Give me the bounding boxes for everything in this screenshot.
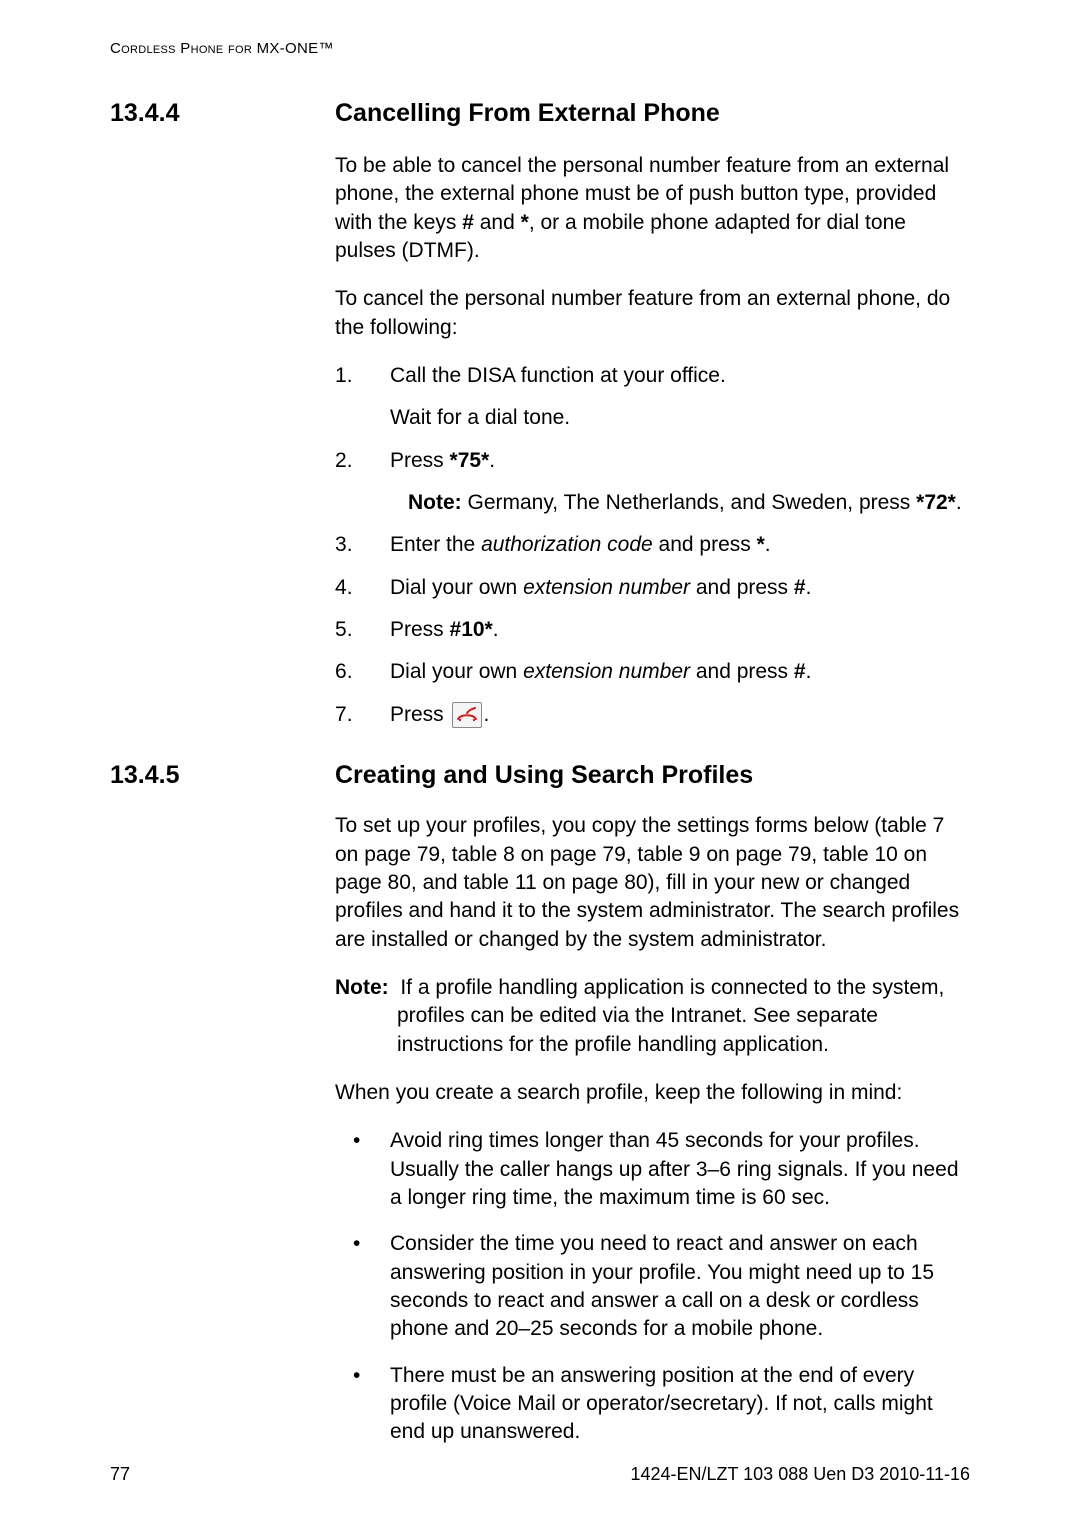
para: To set up your profiles, you copy the se… <box>335 812 970 954</box>
bullet-item: There must be an answering position at t… <box>335 1362 970 1447</box>
page-footer: 77 1424-EN/LZT 103 088 Uen D3 2010-11-16 <box>110 1464 970 1485</box>
doc-id: 1424-EN/LZT 103 088 Uen D3 2010-11-16 <box>630 1464 970 1485</box>
step-note: Note: Germany, The Netherlands, and Swed… <box>390 489 970 517</box>
bullet-item: Avoid ring times longer than 45 seconds … <box>335 1127 970 1212</box>
page-number: 77 <box>110 1464 130 1485</box>
step: Press . <box>335 701 970 729</box>
text: . <box>806 660 812 683</box>
key-hash: # <box>794 576 806 599</box>
bullet-list: Avoid ring times longer than 45 seconds … <box>335 1127 970 1446</box>
bullet-item: Consider the time you need to react and … <box>335 1230 970 1343</box>
running-header: Cordless Phone for MX-ONE™ <box>110 40 970 57</box>
key-star: * <box>757 533 765 556</box>
text: Press <box>390 449 450 472</box>
note-body: If a profile handling application is con… <box>397 976 944 1056</box>
hangup-icon <box>452 702 482 728</box>
para: To cancel the personal number feature fr… <box>335 285 970 342</box>
section-number-2: 13.4.5 <box>110 761 335 790</box>
step-subtext: Wait for a dial tone. <box>390 404 970 432</box>
step: Dial your own extension number and press… <box>335 574 970 602</box>
key-code: *72* <box>916 491 956 514</box>
text: and <box>474 211 521 234</box>
italic-term: extension number <box>523 576 690 599</box>
para: To be able to cancel the personal number… <box>335 152 970 265</box>
text: . <box>489 449 495 472</box>
italic-term: authorization code <box>481 533 653 556</box>
text: Enter the <box>390 533 481 556</box>
key-hash: # <box>794 660 806 683</box>
note-label: Note: <box>335 976 389 999</box>
text: and press <box>653 533 757 556</box>
step: Dial your own extension number and press… <box>335 658 970 686</box>
key-code: #10* <box>450 618 493 641</box>
step: Call the DISA function at your office. W… <box>335 362 970 433</box>
text: Dial your own <box>390 660 523 683</box>
text: and press <box>690 660 794 683</box>
section-1-body: To be able to cancel the personal number… <box>335 152 970 729</box>
text: . <box>484 703 490 726</box>
para: When you create a search profile, keep t… <box>335 1079 970 1107</box>
key-hash: # <box>462 211 474 234</box>
text: . <box>765 533 771 556</box>
section-heading-2: 13.4.5 Creating and Using Search Profile… <box>110 761 970 790</box>
section-number-1: 13.4.4 <box>110 99 335 128</box>
section-title-1: Cancelling From External Phone <box>335 99 720 128</box>
note-block: Note: If a profile handling application … <box>335 974 970 1059</box>
note-label: Note: <box>408 491 462 514</box>
section-heading-1: 13.4.4 Cancelling From External Phone <box>110 99 970 128</box>
key-code: *75* <box>450 449 490 472</box>
text: Call the DISA function at your office. <box>390 364 726 387</box>
step: Enter the authorization code and press *… <box>335 531 970 559</box>
text: Press <box>390 703 450 726</box>
italic-term: extension number <box>523 660 690 683</box>
text: . <box>806 576 812 599</box>
section-title-2: Creating and Using Search Profiles <box>335 761 753 790</box>
key-star: * <box>521 211 529 234</box>
steps-list: Call the DISA function at your office. W… <box>335 362 970 729</box>
section-2-body: To set up your profiles, you copy the se… <box>335 812 970 1447</box>
text: Press <box>390 618 450 641</box>
text: Dial your own <box>390 576 523 599</box>
step: Press #10*. <box>335 616 970 644</box>
text: . <box>956 491 962 514</box>
text: . <box>493 618 499 641</box>
step: Press *75*. Note: Germany, The Netherlan… <box>335 447 970 518</box>
text: and press <box>690 576 794 599</box>
text: Germany, The Netherlands, and Sweden, pr… <box>462 491 916 514</box>
